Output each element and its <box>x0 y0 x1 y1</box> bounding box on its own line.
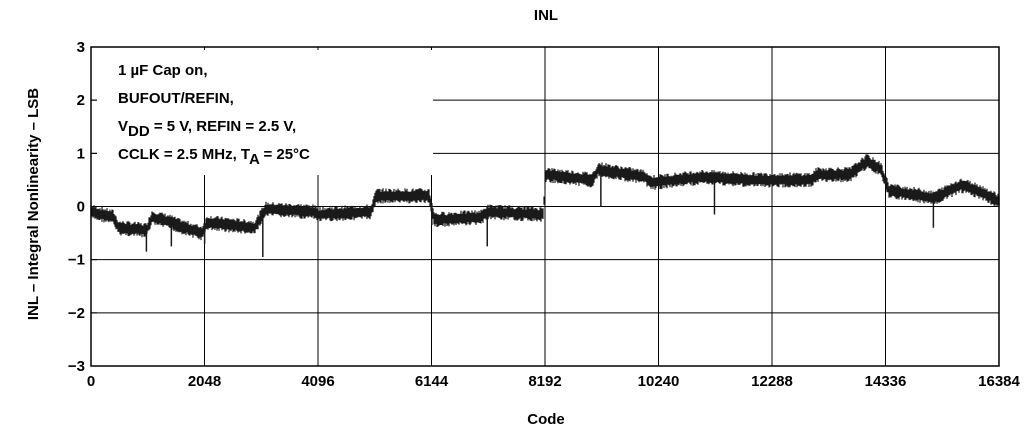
x-tick-label: 14336 <box>865 373 907 390</box>
y-tick-label: −3 <box>68 358 85 375</box>
y-tick-label: 0 <box>77 199 85 216</box>
y-tick-label: 2 <box>77 92 85 109</box>
x-tick-label: 12288 <box>751 373 793 390</box>
y-tick-label: −1 <box>68 252 85 269</box>
annotation-line-1: 1 µF Cap on, <box>118 62 207 79</box>
annotation-line-3: VDD = 5 V, REFIN = 2.5 V, <box>118 118 296 140</box>
annotation-box <box>97 50 433 175</box>
y-axis-label: INL – Integral Nonlinearity – LSB <box>25 88 42 320</box>
x-axis-label: Code <box>527 411 565 428</box>
x-tick-label: 2048 <box>188 373 221 390</box>
y-tick-labels: 3 2 1 0 −1 −2 −3 <box>68 39 97 375</box>
y-tick-label: 3 <box>77 39 85 56</box>
x-tick-label: 10240 <box>638 373 680 390</box>
x-tick-label: 6144 <box>415 373 449 390</box>
annotation-line-4: CCLK = 2.5 MHz, TA = 25°C <box>118 146 310 168</box>
x-tick-label: 16384 <box>978 373 1020 390</box>
x-tick-label: 4096 <box>301 373 334 390</box>
x-tick-label: 0 <box>87 373 95 390</box>
grid <box>91 47 999 366</box>
y-tick-label: 1 <box>77 145 85 162</box>
inl-spikes <box>145 169 935 258</box>
x-tick-labels: 0 2048 4096 6144 8192 10240 12288 14336 16384 <box>87 360 1021 390</box>
x-tick-label: 8192 <box>528 373 561 390</box>
y-tick-label: −2 <box>68 305 85 322</box>
chart-title: INL <box>534 7 558 24</box>
annotation-line-2: BUFOUT/REFIN, <box>118 90 234 107</box>
